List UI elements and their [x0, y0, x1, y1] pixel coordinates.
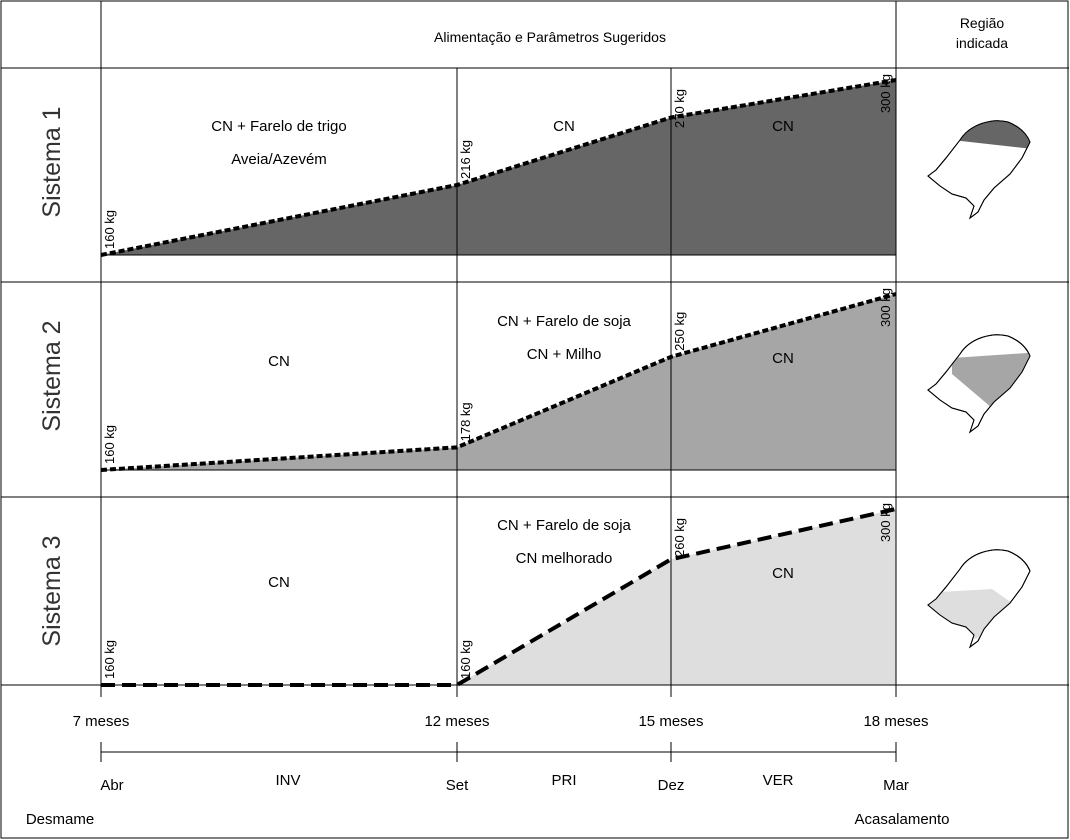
system-1-area: [101, 80, 896, 255]
system-3-segment-2-line-0: CN: [772, 565, 794, 582]
month-label-mar: Mar: [883, 777, 909, 794]
system-2-area: [101, 294, 896, 470]
system-1-segment-2-line-0: CN: [772, 118, 794, 135]
system-2-weight-label-1: 178 kg: [458, 402, 473, 441]
age-label-7: 7 meses: [73, 713, 130, 730]
rio-grande-do-sul-map-south-icon: [927, 549, 1031, 649]
system-1-segment-0-line-0: CN + Farelo de trigo: [211, 118, 346, 135]
region-header-line2: indicada: [956, 35, 1008, 51]
season-label-ver: VER: [763, 772, 794, 789]
region-header-line1: Região: [960, 15, 1005, 31]
system-1-weight-label-0: 160 kg: [102, 210, 117, 249]
system-1-weight-label-2: 270 kg: [672, 89, 687, 128]
age-label-18: 18 meses: [863, 713, 928, 730]
system-2-weight-label-3: 300 kg: [878, 288, 893, 327]
month-label-dez: Dez: [658, 777, 685, 794]
system-3-weight-line: [101, 507, 897, 687]
system-1-label: Sistema 1: [38, 106, 66, 217]
month-label-set: Set: [446, 777, 469, 794]
month-label-abr: Abr: [100, 777, 123, 794]
system-2-weight-label-0: 160 kg: [102, 425, 117, 464]
system-2-weight-line: [100, 292, 897, 472]
system-3-area: [101, 509, 896, 685]
end-event-label: Acasalamento: [854, 811, 949, 828]
system-3-weight-label-0: 160 kg: [102, 640, 117, 679]
rio-grande-do-sul-map-north-icon: [927, 120, 1031, 220]
system-3-segment-1-line-0: CN + Farelo de soja: [497, 517, 631, 534]
system-1-weight-label-1: 216 kg: [458, 140, 473, 179]
system-2-segment-1-line-1: CN + Milho: [527, 346, 602, 363]
system-3-weight-label-1: 160 kg: [458, 640, 473, 679]
system-3-segment-1-line-1: CN melhorado: [516, 550, 613, 567]
age-label-15: 15 meses: [638, 713, 703, 730]
system-3-weight-label-3: 300 kg: [878, 503, 893, 542]
timeline-axis: 7 meses 12 meses 15 meses 18 meses Abr S…: [26, 685, 950, 828]
system-1-weight-label-3: 300 kg: [878, 74, 893, 113]
system-3-label: Sistema 3: [38, 535, 66, 646]
system-2-segment-1-line-0: CN + Farelo de soja: [497, 313, 631, 330]
system-1-segment-0-line-1: Aveia/Azevém: [231, 151, 327, 168]
system-2-label: Sistema 2: [38, 320, 66, 431]
age-label-12: 12 meses: [424, 713, 489, 730]
system-1-segment-1-line-0: CN: [553, 118, 575, 135]
system-3-weight-label-2: 260 kg: [672, 518, 687, 557]
system-2-segment-0-line-0: CN: [268, 353, 290, 370]
system-1-weight-line: [100, 78, 897, 257]
header-title: Alimentação e Parâmetros Sugeridos: [434, 29, 666, 45]
system-3-segment-0-line-0: CN: [268, 574, 290, 591]
rio-grande-do-sul-map-central-icon: [927, 334, 1031, 434]
season-label-inv: INV: [275, 772, 300, 789]
start-event-label: Desmame: [26, 811, 94, 828]
system-2-weight-label-2: 250 kg: [672, 312, 687, 351]
system-2-segment-2-line-0: CN: [772, 350, 794, 367]
season-label-pri: PRI: [551, 772, 576, 789]
